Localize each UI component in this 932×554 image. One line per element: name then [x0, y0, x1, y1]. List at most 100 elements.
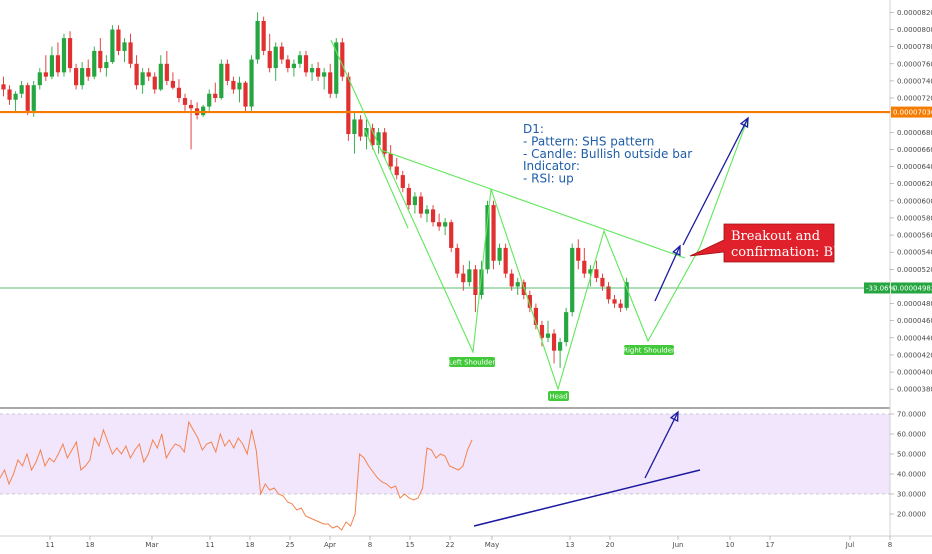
rsi-point	[85, 466, 86, 467]
time-axis-tick-label: 8	[368, 541, 372, 549]
analysis-note-line: - RSI: up	[523, 172, 574, 186]
candle-body	[280, 47, 284, 60]
rsi-point	[364, 458, 365, 459]
rsi-point	[197, 438, 198, 439]
candle-body	[510, 274, 514, 287]
candle-body	[473, 269, 477, 295]
rsi-point	[449, 466, 450, 467]
rsi-point	[391, 488, 392, 489]
resistance-price-label: 0.00007036	[893, 109, 932, 117]
candle-body	[262, 21, 266, 51]
time-axis-tick-label: 25	[286, 541, 295, 549]
bearish-candle	[455, 244, 459, 278]
price-axis-tick-label: 0.00006400	[897, 163, 932, 171]
callout-text-line: confirmation: BUY	[731, 245, 853, 260]
price-axis-tick-label: 0.00006200	[897, 180, 932, 188]
rsi-point	[418, 498, 419, 499]
candle-body	[425, 209, 429, 213]
candle-body	[153, 77, 157, 90]
rsi-point	[359, 454, 360, 455]
rsi-point	[355, 514, 356, 515]
rsi-point	[103, 430, 104, 431]
candle-body	[467, 269, 471, 282]
candle-body	[104, 62, 108, 68]
candle-body	[389, 154, 393, 167]
bullish-candle	[92, 47, 96, 80]
candle-body	[504, 248, 508, 274]
bearish-candle	[504, 244, 508, 278]
candle-body	[20, 85, 24, 94]
rsi-point	[413, 500, 414, 501]
rsi-point	[13, 474, 14, 475]
price-axis-tick-label: 0.00006000	[897, 197, 932, 205]
rsi-point	[112, 454, 113, 455]
candle-body	[600, 278, 604, 287]
price-axis-tick-label: 0.00005200	[897, 266, 932, 274]
rsi-point	[9, 484, 10, 485]
rsi-point	[301, 508, 302, 509]
candle-body	[340, 42, 344, 76]
candle-body	[401, 175, 405, 188]
candle-body	[14, 94, 18, 100]
price-axis-tick-label: 0.00006800	[897, 129, 932, 137]
time-axis-tick-label: 11	[206, 541, 215, 549]
candle-body	[455, 248, 459, 274]
rsi-point	[395, 486, 396, 487]
price-axis-tick-label: 0.00004200	[897, 351, 932, 359]
rsi-point	[121, 454, 122, 455]
time-axis-tick-label: 22	[446, 541, 455, 549]
candle-body	[231, 81, 235, 90]
bullish-candle	[62, 34, 66, 77]
candle-body	[576, 248, 580, 261]
candle-body	[395, 167, 399, 176]
bearish-candle	[243, 81, 247, 111]
rsi-point	[319, 522, 320, 523]
time-axis-tick-label: 13	[566, 541, 575, 549]
rsi-point	[310, 518, 311, 519]
candle-body	[38, 72, 42, 85]
pattern-label-text: Right Shoulder	[623, 347, 675, 355]
price-axis-tick-label: 0.00004800	[897, 300, 932, 308]
rsi-point	[274, 488, 275, 489]
rsi-point	[211, 442, 212, 443]
candle-body	[183, 98, 187, 105]
candle-body	[407, 188, 411, 205]
rsi-point	[4, 470, 5, 471]
bearish-candle	[449, 220, 453, 253]
candle-body	[80, 68, 84, 85]
time-axis-tick-label: Mar	[145, 541, 158, 549]
rsi-point	[458, 470, 459, 471]
rsi-point	[431, 450, 432, 451]
rsi-point	[373, 472, 374, 473]
candle-body	[322, 72, 326, 76]
rsi-point	[161, 434, 162, 435]
rsi-point	[287, 502, 288, 503]
price-axis-tick-label: 0.00007200	[897, 95, 932, 103]
rsi-point	[152, 440, 153, 441]
price-axis-tick-label: 0.00005600	[897, 232, 932, 240]
rsi-point	[63, 444, 64, 445]
candle-body	[419, 197, 423, 214]
candle-body	[268, 51, 272, 68]
price-axis-tick-label: 0.00006600	[897, 146, 932, 154]
time-axis-tick-label: 11	[46, 541, 55, 549]
rsi-point	[202, 450, 203, 451]
time-axis-tick-label: 8	[888, 541, 892, 549]
candle-body	[207, 94, 211, 107]
rsi-point	[251, 430, 252, 431]
bullish-candle	[564, 308, 568, 347]
time-axis-tick-label: May	[485, 541, 499, 549]
candle-body	[594, 269, 598, 278]
rsi-point	[45, 466, 46, 467]
candle-body	[68, 38, 72, 68]
candle-body	[310, 68, 314, 72]
rsi-point	[220, 434, 221, 435]
rsi-point	[108, 442, 109, 443]
rsi-point	[382, 482, 383, 483]
candle-body	[286, 60, 290, 69]
rsi-point	[269, 490, 270, 491]
candle-body	[274, 47, 278, 68]
price-axis-tick-label: 0.00004000	[897, 369, 932, 377]
